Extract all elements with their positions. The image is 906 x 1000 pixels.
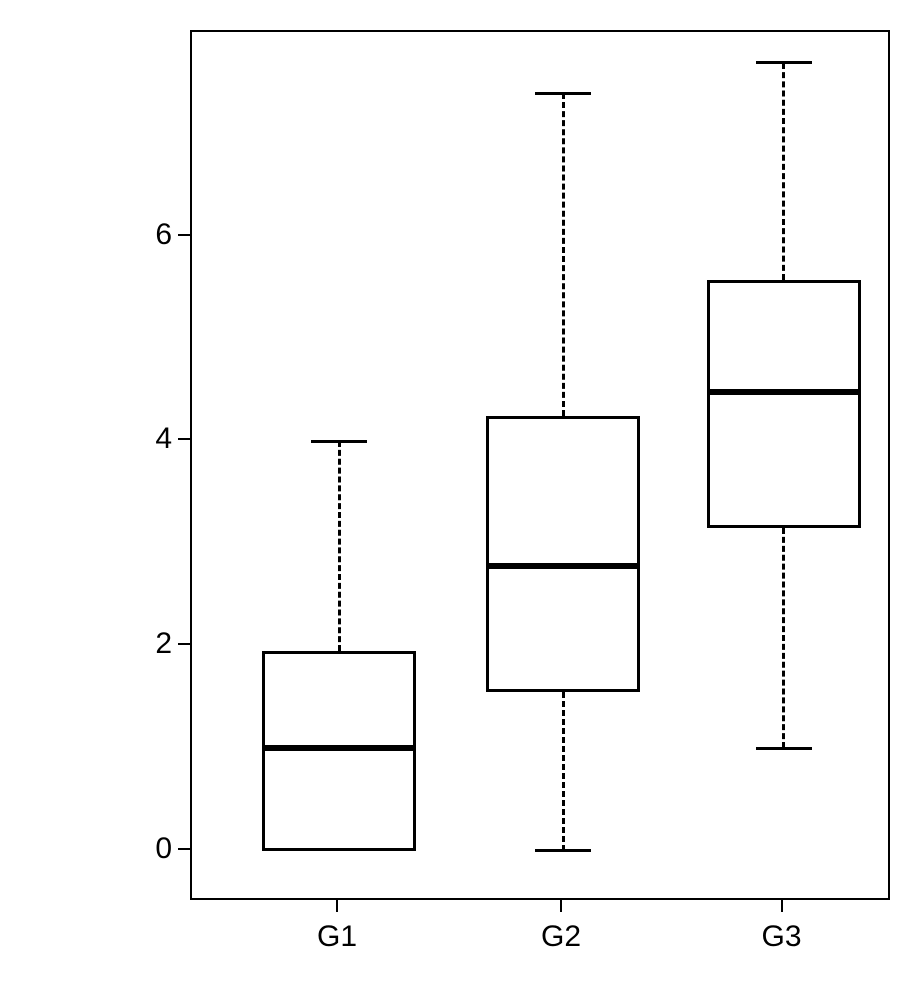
x-tick: [336, 900, 338, 912]
y-tick-label: 4: [155, 422, 172, 456]
x-tick-label: G2: [541, 920, 581, 954]
y-tick-label: 2: [155, 627, 172, 661]
x-axis: G1G2G3: [190, 900, 890, 902]
whisker-lower: [562, 692, 565, 851]
y-tick-label: 0: [155, 832, 172, 866]
median-line: [262, 745, 416, 751]
whisker-upper: [338, 441, 341, 651]
whisker-cap-upper: [756, 61, 812, 64]
whisker-upper: [562, 93, 565, 415]
plot-area: [190, 30, 890, 900]
y-tick: [178, 848, 190, 850]
y-tick: [178, 438, 190, 440]
whisker-cap-lower: [535, 849, 591, 852]
x-tick: [560, 900, 562, 912]
whisker-cap-upper: [535, 92, 591, 95]
chart-container: IL1RAPL2的表达量 0246 G1G2G3: [60, 20, 890, 960]
y-tick: [178, 643, 190, 645]
x-tick-label: G1: [317, 920, 357, 954]
whisker-cap-lower: [756, 747, 812, 750]
whisker-cap-upper: [311, 440, 367, 443]
box: [486, 416, 640, 692]
median-line: [486, 563, 640, 569]
x-tick-label: G3: [761, 920, 801, 954]
whisker-lower: [782, 528, 785, 748]
x-tick: [781, 900, 783, 912]
y-tick-label: 6: [155, 218, 172, 252]
box: [707, 280, 861, 529]
whisker-upper: [782, 63, 785, 280]
y-tick: [178, 234, 190, 236]
median-line: [707, 389, 861, 395]
